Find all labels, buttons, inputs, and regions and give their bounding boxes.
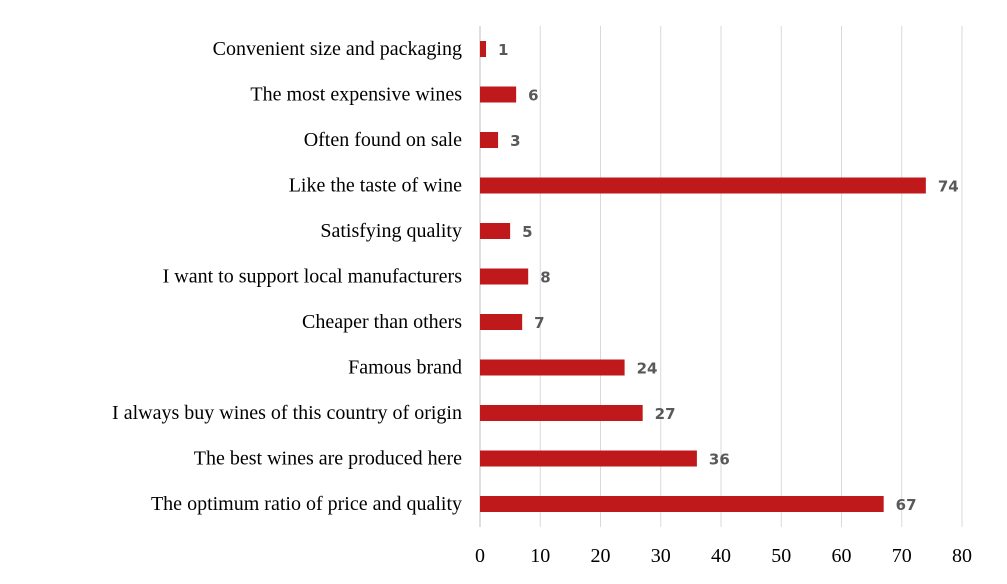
category-label: The best wines are produced here xyxy=(194,448,462,470)
grid-layer xyxy=(479,26,963,527)
bar xyxy=(480,450,697,467)
data-label: 36 xyxy=(709,451,730,469)
category-label: I want to support local manufacturers xyxy=(163,266,463,288)
x-tick-label-40: 40 xyxy=(711,545,731,567)
bar xyxy=(480,405,643,421)
x-tick-label-20: 20 xyxy=(591,545,611,567)
x-tick-label-60: 60 xyxy=(832,545,852,567)
data-label: 27 xyxy=(655,405,676,423)
bars-layer xyxy=(480,41,926,512)
x-tick-label-50: 50 xyxy=(771,545,791,567)
bar xyxy=(480,314,523,330)
data-label: 67 xyxy=(896,496,917,514)
data-label: 3 xyxy=(510,132,520,150)
bar xyxy=(480,223,511,239)
labels-layer: Convenient size and packaging 1 The most e… xyxy=(112,38,959,515)
bar xyxy=(480,41,487,57)
category-label: Cheaper than others xyxy=(302,311,462,333)
data-label: 6 xyxy=(528,87,538,105)
bar xyxy=(480,268,529,285)
x-tick-label-70: 70 xyxy=(892,545,912,567)
category-label: Like the taste of wine xyxy=(289,175,462,197)
bar xyxy=(480,177,926,194)
data-label: 1 xyxy=(498,41,508,59)
category-label: Famous brand xyxy=(348,357,462,379)
category-label: The optimum ratio of price and quality xyxy=(151,493,462,515)
data-label: 24 xyxy=(637,360,658,378)
bar xyxy=(480,496,884,512)
data-label: 7 xyxy=(534,314,544,332)
bar xyxy=(480,86,517,103)
category-label: Often found on sale xyxy=(304,129,462,151)
bar xyxy=(480,359,625,376)
x-tick-label-0: 0 xyxy=(475,545,485,567)
data-label: 8 xyxy=(540,269,550,287)
x-tick-label-30: 30 xyxy=(651,545,671,567)
bar xyxy=(480,132,499,148)
x-tick-label-10: 10 xyxy=(530,545,550,567)
x-tick-label-80: 80 xyxy=(952,545,972,567)
data-label: 74 xyxy=(938,178,959,196)
ticks-layer: 0 10 20 30 40 50 60 70 80 xyxy=(475,545,972,567)
category-label: The most expensive wines xyxy=(250,84,462,106)
category-label: Satisfying quality xyxy=(320,220,462,242)
category-label: I always buy wines of this country of or… xyxy=(112,402,462,424)
data-label: 5 xyxy=(522,223,532,241)
category-label: Convenient size and packaging xyxy=(213,38,462,60)
